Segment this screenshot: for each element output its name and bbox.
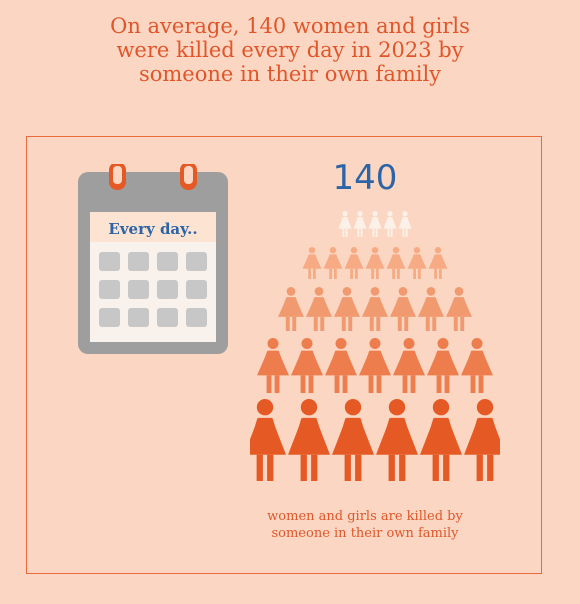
woman-figure-icon	[338, 211, 352, 237]
woman-figure-icon	[446, 287, 472, 331]
headline: On average, 140 women and girls were kil…	[40, 14, 540, 86]
calendar-header-band	[90, 212, 216, 242]
caption-line-1: women and girls are killed by	[267, 509, 463, 524]
woman-figure-icon	[332, 399, 374, 481]
woman-figure-icon	[428, 247, 448, 279]
calendar-icon: Every day..	[78, 164, 228, 354]
woman-figure-icon	[393, 338, 425, 393]
headline-line-3: someone in their own family	[138, 62, 442, 86]
woman-figure-icon	[461, 338, 493, 393]
woman-figure-icon	[278, 287, 304, 331]
calendar-day-cell	[99, 252, 120, 271]
woman-figure-icon	[302, 247, 322, 279]
calendar-day-cell	[99, 308, 120, 327]
woman-figure-icon	[362, 287, 388, 331]
woman-figure-icon	[464, 399, 500, 481]
caption-line-2: someone in their own family	[271, 526, 459, 541]
calendar-day-cell	[186, 308, 207, 327]
calendar-day-cell	[128, 280, 149, 299]
headline-line-1: On average, 140 women and girls	[110, 14, 470, 38]
woman-figure-icon	[427, 338, 459, 393]
calendar-day-cell	[128, 308, 149, 327]
calendar-grid	[99, 252, 207, 327]
woman-figure-icon	[334, 287, 360, 331]
woman-figure-icon	[353, 211, 367, 237]
woman-figure-icon	[288, 399, 330, 481]
woman-figure-icon	[306, 287, 332, 331]
infographic-frame	[26, 136, 542, 574]
woman-figure-icon	[407, 247, 427, 279]
stat-number: 140	[332, 158, 398, 198]
woman-figure-icon	[376, 399, 418, 481]
calendar-ring-right-hole	[184, 166, 193, 184]
calendar-day-cell	[186, 280, 207, 299]
woman-figure-icon	[390, 287, 416, 331]
woman-figure-icon	[398, 211, 412, 237]
woman-figure-icon	[368, 211, 382, 237]
woman-figure-icon	[383, 211, 397, 237]
calendar-label: Every day..	[108, 220, 197, 238]
woman-figure-icon	[323, 247, 343, 279]
calendar-day-cell	[157, 280, 178, 299]
woman-figure-icon	[291, 338, 323, 393]
calendar-day-cell	[128, 252, 149, 271]
headline-line-2: were killed every day in 2023 by	[116, 38, 464, 62]
woman-figure-icon	[257, 338, 289, 393]
woman-figure-icon	[344, 247, 364, 279]
woman-figure-icon	[420, 399, 462, 481]
woman-figure-icon	[386, 247, 406, 279]
pictogram	[250, 211, 500, 481]
calendar-day-cell	[157, 308, 178, 327]
woman-figure-icon	[365, 247, 385, 279]
woman-figure-icon	[325, 338, 357, 393]
woman-figure-icon	[250, 399, 286, 481]
calendar-ring-left-hole	[113, 166, 122, 184]
calendar-day-cell	[99, 280, 120, 299]
woman-figure-icon	[359, 338, 391, 393]
woman-figure-icon	[418, 287, 444, 331]
caption: women and girls are killed by someone in…	[240, 508, 490, 542]
calendar-day-cell	[157, 252, 178, 271]
calendar-day-cell	[186, 252, 207, 271]
